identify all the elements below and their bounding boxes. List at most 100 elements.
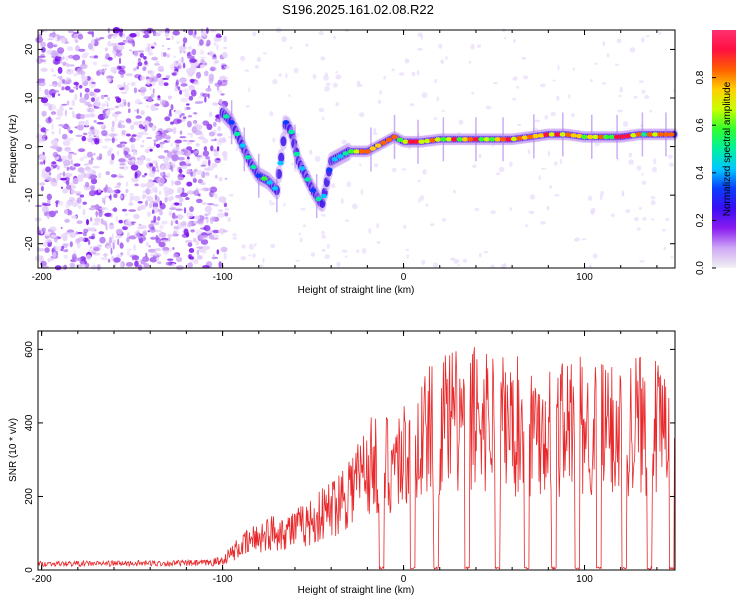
noise-speck	[523, 75, 529, 80]
noise-speck	[628, 159, 634, 165]
noise-speck	[98, 172, 102, 178]
noise-speck	[66, 210, 69, 215]
signal-amplitude-mark	[299, 166, 306, 171]
noise-speck	[98, 188, 101, 193]
noise-speck	[193, 80, 200, 86]
noise-speck	[217, 79, 222, 86]
noise-speck	[108, 236, 113, 244]
noise-speck	[298, 232, 302, 236]
noise-speck	[107, 40, 111, 47]
noise-speck	[181, 221, 187, 226]
noise-speck	[118, 219, 123, 224]
noise-speck	[321, 230, 325, 235]
noise-speck	[509, 161, 513, 167]
noise-speck	[174, 87, 179, 92]
noise-speck	[57, 76, 60, 79]
signal-amplitude-mark	[337, 154, 344, 159]
noise-speck	[193, 61, 200, 67]
noise-speck	[421, 259, 426, 265]
noise-speck	[164, 134, 171, 140]
noise-speck	[40, 186, 44, 192]
noise-speck	[305, 43, 309, 47]
signal-amplitude-mark	[651, 132, 659, 137]
noise-speck	[200, 181, 205, 186]
noise-speck	[154, 32, 161, 37]
noise-speck	[503, 263, 506, 267]
noise-speck	[128, 108, 131, 113]
noise-speck	[398, 72, 405, 76]
noise-speck	[223, 35, 228, 43]
noise-speck	[139, 75, 145, 81]
noise-speck	[272, 137, 276, 143]
noise-speck	[148, 170, 156, 178]
noise-speck	[206, 27, 209, 34]
noise-speck	[48, 210, 56, 218]
noise-speck	[85, 181, 90, 188]
noise-speck	[77, 124, 84, 131]
noise-speck	[441, 218, 447, 222]
noise-speck	[148, 229, 156, 232]
noise-speck	[91, 264, 97, 270]
noise-speck	[213, 60, 217, 65]
noise-speck	[139, 52, 144, 58]
noise-speck	[340, 198, 344, 205]
noise-speck	[212, 229, 220, 234]
noise-speck	[199, 39, 204, 46]
noise-speck	[181, 233, 189, 238]
noise-speck	[52, 251, 57, 258]
noise-speck	[638, 80, 644, 83]
noise-speck	[112, 34, 117, 39]
signal-amplitude-mark	[613, 134, 621, 140]
noise-speck	[210, 217, 214, 225]
noise-speck	[85, 119, 89, 127]
noise-speck	[169, 207, 177, 211]
noise-speck	[75, 113, 82, 120]
noise-speck	[175, 207, 183, 212]
noise-speck	[168, 197, 172, 202]
snr-y-axis: 0 200 400 600	[24, 341, 675, 573]
x-tick-label: -200	[32, 574, 52, 585]
noise-speck	[60, 233, 68, 238]
signal-amplitude-mark	[255, 173, 262, 178]
signal-amplitude-mark	[320, 193, 328, 199]
noise-speck	[156, 73, 162, 79]
noise-speck	[134, 260, 139, 268]
noise-speck	[119, 242, 124, 249]
noise-speck	[107, 34, 112, 40]
noise-speck	[203, 146, 208, 152]
noise-speck	[166, 38, 171, 40]
noise-speck	[44, 88, 49, 96]
noise-speck	[51, 93, 56, 98]
noise-speck	[269, 202, 276, 206]
noise-speck	[180, 192, 188, 197]
noise-speck	[64, 147, 72, 152]
noise-speck	[67, 153, 73, 160]
noise-speck	[213, 151, 219, 157]
noise-speck	[71, 99, 76, 107]
noise-speck	[98, 138, 103, 144]
y-tick-label: 600	[24, 341, 35, 358]
noise-speck	[178, 57, 185, 64]
noise-speck	[217, 126, 221, 132]
noise-speck	[73, 34, 79, 42]
noise-speck	[118, 57, 122, 65]
noise-speck	[229, 193, 234, 197]
noise-speck	[588, 195, 593, 201]
noise-speck	[114, 185, 121, 189]
colorbar-tick-label: 0.4	[695, 165, 706, 179]
noise-speck	[99, 69, 106, 73]
noise-speck	[245, 105, 250, 108]
noise-speck	[554, 194, 560, 197]
noise-speck	[498, 166, 505, 173]
noise-speck	[163, 249, 170, 255]
noise-speck	[151, 186, 158, 192]
noise-speck	[188, 220, 193, 227]
noise-speck	[188, 254, 193, 257]
signal-amplitude-mark	[223, 114, 230, 119]
noise-speck	[113, 189, 118, 193]
noise-speck	[204, 96, 207, 103]
noise-speck	[213, 42, 217, 46]
noise-speck	[214, 138, 217, 141]
spectrogram-y-label: Frequency (Hz)	[8, 115, 19, 184]
noise-speck	[372, 132, 378, 135]
